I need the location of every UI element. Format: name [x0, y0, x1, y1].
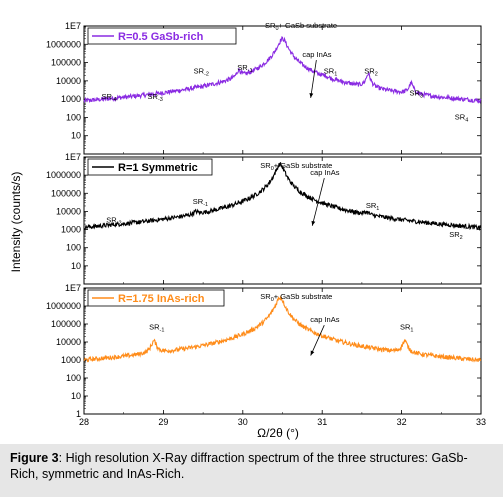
- cap-arrow-head: [310, 350, 315, 356]
- peak-label: SR3: [410, 88, 423, 99]
- y-tick-label: 10000: [56, 337, 81, 347]
- peak-label: SR1: [400, 322, 413, 333]
- x-tick-label: 33: [476, 417, 486, 427]
- y-tick-label: 1E7: [65, 283, 81, 293]
- peak-label: SR4: [455, 112, 468, 123]
- y-tick-label: 1000000: [46, 301, 81, 311]
- peak-label: SR-3: [148, 92, 163, 103]
- panels-group: 10 100 1000 10000 100000 1000000 1E7 R=0.5 GaSb…: [46, 21, 482, 419]
- xrd-figure: 10 100 1000 10000 100000 1000000 1E7 R=0.5 GaSb…: [9, 21, 486, 440]
- figure-caption: Figure 3: High resolution X-Ray diffract…: [0, 444, 503, 497]
- peak-label: SR-4: [101, 92, 116, 103]
- cap-arrow: [310, 60, 317, 98]
- y-tick-label: 100000: [51, 58, 81, 68]
- spectrum-series: [83, 162, 482, 232]
- cap-arrow: [310, 325, 325, 356]
- peak-label: SR-1: [149, 322, 164, 333]
- y-tick-label: 100000: [51, 188, 81, 198]
- y-tick-label: 1000: [61, 355, 81, 365]
- y-tick-label: 100: [66, 373, 81, 383]
- panel-frame: [83, 287, 482, 415]
- peak-label: SR1: [324, 67, 337, 78]
- panel-frame: [83, 25, 482, 155]
- legend-box: [87, 158, 213, 176]
- peak-label: cap InAs: [310, 315, 339, 324]
- legend-box: [87, 289, 225, 307]
- y-tick-label: 10000: [56, 206, 81, 216]
- peak-label: SR-2: [194, 67, 209, 78]
- peak-label: SR1: [366, 201, 379, 212]
- peak-label: SR2: [364, 67, 377, 78]
- y-tick-label: 100: [66, 243, 81, 253]
- peak-label: cap InAs: [302, 50, 331, 59]
- caption-label: Figure 3: [10, 451, 59, 465]
- peak-label: SR-2: [106, 215, 121, 226]
- legend-label: R=0.5 GaSb-rich: [118, 31, 204, 43]
- y-tick-label: 100000: [51, 319, 81, 329]
- panel-3: 1 10 100 1000 10000 100000 1000000 1E7 R=1.75 In…: [46, 283, 482, 419]
- y-tick-label: 1000000: [46, 170, 81, 180]
- spectrum-series: [83, 295, 482, 363]
- y-tick-label: 1E7: [65, 152, 81, 162]
- panel-2: 10 100 1000 10000 100000 1000000 1E7 R=1 Symmet…: [46, 152, 482, 285]
- x-axis-label: Ω/2θ (°): [257, 426, 299, 440]
- y-tick-label: 100: [66, 112, 81, 122]
- x-tick-label: 30: [238, 417, 248, 427]
- y-tick-label: 10: [71, 261, 81, 271]
- cap-arrow-head: [311, 220, 316, 226]
- peak-label: SR0+ GaSb substrate: [265, 21, 337, 32]
- y-tick-label: 10: [71, 391, 81, 401]
- peak-label: SR-1: [237, 63, 252, 74]
- peak-label: SR0+ GaSb substrate: [260, 161, 332, 172]
- spectrum-series: [83, 35, 482, 104]
- x-tick-label: 31: [317, 417, 327, 427]
- y-tick-label: 1000000: [46, 39, 81, 49]
- cap-arrow: [311, 178, 325, 226]
- legend-label: R=1 Symmetric: [118, 162, 198, 174]
- x-tick-label: 32: [397, 417, 407, 427]
- cap-arrow-head: [309, 93, 314, 98]
- y-tick-label: 10: [71, 131, 81, 141]
- caption-text: : High resolution X-Ray diffraction spec…: [10, 451, 468, 481]
- peak-label: cap InAs: [310, 168, 339, 177]
- x-tick-label: 28: [79, 417, 89, 427]
- peak-label: SR0+ GaSb substrate: [260, 292, 332, 303]
- y-tick-label: 1000: [61, 225, 81, 235]
- legend-label: R=1.75 InAs-rich: [118, 293, 205, 305]
- y-tick-label: 1: [76, 409, 81, 419]
- y-tick-label: 1000: [61, 94, 81, 104]
- y-axis-label: Intensity (counts/s): [9, 172, 23, 273]
- y-tick-label: 1E7: [65, 21, 81, 31]
- legend-box: [87, 27, 237, 45]
- peak-label: SR2: [449, 230, 462, 241]
- panel-1: 10 100 1000 10000 100000 1000000 1E7 R=0.5 GaSb…: [46, 21, 482, 155]
- x-tick-label: 29: [158, 417, 168, 427]
- y-tick-label: 10000: [56, 76, 81, 86]
- x-axis: 28 29 30 31 32 33: [79, 417, 486, 427]
- peak-label: SR-1: [193, 197, 208, 208]
